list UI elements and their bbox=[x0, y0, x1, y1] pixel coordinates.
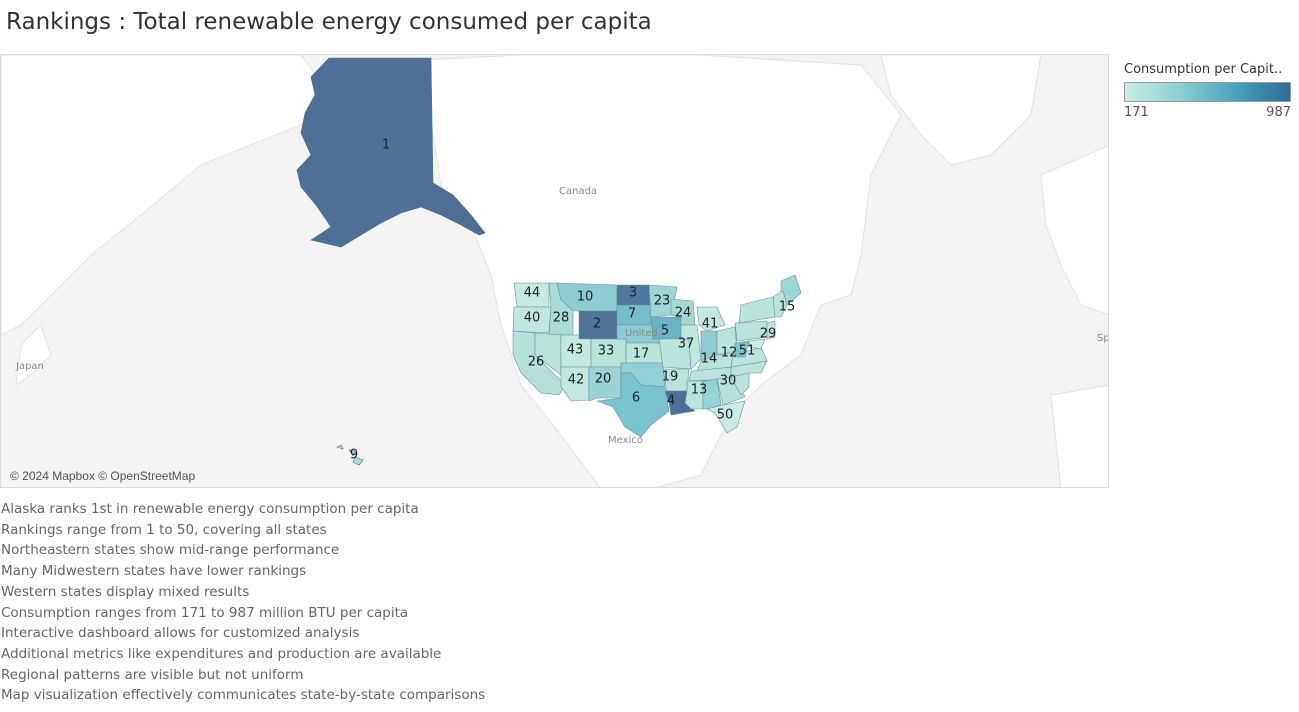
rank-label-new-jersey: 29 bbox=[760, 327, 777, 342]
note-item: Rankings range from 1 to 50, covering al… bbox=[1, 521, 327, 538]
rank-label-louisiana: 4 bbox=[667, 394, 675, 409]
note-item: Map visualization effectively communicat… bbox=[1, 687, 486, 704]
label-canada: Canada bbox=[559, 186, 597, 197]
land-asia bbox=[1, 55, 332, 336]
note-item: Many Midwestern states have lower rankin… bbox=[1, 563, 307, 580]
note-item: Alaska ranks 1st in renewable energy con… bbox=[1, 501, 419, 517]
land-europe bbox=[1040, 145, 1108, 315]
rank-label-oklahoma: 19 bbox=[662, 370, 679, 385]
rank-label-north-dakota: 3 bbox=[629, 286, 637, 301]
rank-label-oregon: 40 bbox=[524, 311, 541, 326]
note-item: Consumption ranges from 171 to 987 milli… bbox=[1, 604, 409, 621]
rank-label-alaska: 1 bbox=[382, 138, 390, 153]
label-sp: Sp bbox=[1097, 333, 1109, 344]
map-attribution[interactable]: © 2024 Mapbox © OpenStreetMap bbox=[10, 469, 196, 483]
rank-label-iowa: 5 bbox=[661, 324, 669, 339]
note-item: Northeastern states show mid-range perfo… bbox=[1, 542, 340, 559]
state-maryland[interactable] bbox=[748, 338, 766, 350]
rank-label-idaho: 28 bbox=[553, 311, 570, 326]
color-legend: Consumption per Capit.. 171 987 bbox=[1124, 62, 1296, 120]
note-item: Regional patterns are visible but not un… bbox=[1, 666, 304, 683]
rank-labels: 1 2 3 4 5 6 7 9 10 12 13 14 15 17 19 20 … bbox=[350, 138, 795, 463]
rank-label-wisconsin: 24 bbox=[675, 306, 692, 321]
map-canvas[interactable]: Canada Mexico Japan United Sp 1 2 3 4 5 … bbox=[1, 55, 1109, 488]
state-hawaii[interactable] bbox=[336, 444, 364, 466]
rank-label-maine: 15 bbox=[779, 300, 796, 315]
contiguous-states bbox=[512, 274, 802, 438]
rank-label-illinois: 37 bbox=[678, 337, 695, 352]
state-michigan[interactable] bbox=[696, 306, 726, 332]
note-item: Western states display mixed results bbox=[1, 583, 250, 600]
state-texas[interactable] bbox=[596, 372, 670, 438]
rank-label-indiana: 14 bbox=[701, 352, 718, 367]
land-japan bbox=[15, 324, 52, 387]
rank-label-alabama: 13 bbox=[691, 383, 708, 398]
rank-label-colorado: 33 bbox=[598, 344, 615, 359]
rank-label-georgia: 30 bbox=[720, 374, 737, 389]
state-new-england[interactable] bbox=[772, 290, 788, 318]
rank-label-wyoming: 2 bbox=[593, 317, 601, 332]
state-alaska[interactable] bbox=[296, 57, 486, 248]
state-georgia[interactable] bbox=[716, 376, 746, 406]
state-new-mexico[interactable] bbox=[588, 366, 622, 402]
label-japan: Japan bbox=[15, 361, 44, 372]
legend-min-label: 171 bbox=[1124, 105, 1149, 120]
land-africa bbox=[1050, 384, 1108, 487]
legend-labels: 171 987 bbox=[1124, 105, 1291, 120]
state-illinois[interactable] bbox=[680, 324, 702, 370]
land-greenland bbox=[880, 55, 1042, 166]
rank-label-nebraska: 17 bbox=[633, 347, 650, 362]
legend-gradient-bar bbox=[1124, 82, 1291, 102]
rank-label-michigan: 41 bbox=[702, 317, 719, 332]
label-united: United bbox=[625, 328, 658, 339]
legend-max-label: 987 bbox=[1266, 105, 1291, 120]
rank-label-arizona: 42 bbox=[568, 373, 585, 388]
rank-label-texas: 6 bbox=[632, 391, 640, 406]
rank-label-hawaii: 9 bbox=[350, 448, 358, 463]
rank-label-utah: 43 bbox=[567, 343, 584, 358]
rank-label-florida: 50 bbox=[717, 408, 734, 423]
page-title: Rankings : Total renewable energy consum… bbox=[6, 9, 652, 35]
notes-list: Alaska ranks 1st in renewable energy con… bbox=[1, 499, 701, 706]
legend-title[interactable]: Consumption per Capit.. bbox=[1124, 62, 1283, 77]
state-new-jersey[interactable] bbox=[766, 320, 776, 340]
note-item: Additional metrics like expenditures and… bbox=[1, 645, 442, 662]
basemap bbox=[1, 55, 1108, 487]
state-florida[interactable] bbox=[706, 400, 746, 434]
choropleth-map[interactable]: Canada Mexico Japan United Sp 1 2 3 4 5 … bbox=[0, 54, 1109, 488]
note-item: Interactive dashboard allows for customi… bbox=[1, 625, 360, 642]
rank-label-new-mexico: 20 bbox=[595, 372, 612, 387]
rank-label-west-virginia: 12 bbox=[721, 346, 738, 361]
label-mexico: Mexico bbox=[608, 435, 643, 446]
state-west-virginia[interactable] bbox=[734, 340, 750, 358]
rank-label-washington: 44 bbox=[524, 286, 541, 301]
land-north-america bbox=[420, 55, 902, 487]
rank-label-montana: 10 bbox=[577, 290, 594, 305]
rank-label-maryland: 51 bbox=[739, 344, 756, 359]
rank-label-south-dakota: 7 bbox=[628, 307, 636, 322]
state-arizona[interactable] bbox=[560, 366, 590, 402]
rank-label-california: 26 bbox=[528, 355, 545, 370]
state-virginia[interactable] bbox=[730, 346, 768, 368]
rank-label-minnesota: 23 bbox=[654, 294, 671, 309]
